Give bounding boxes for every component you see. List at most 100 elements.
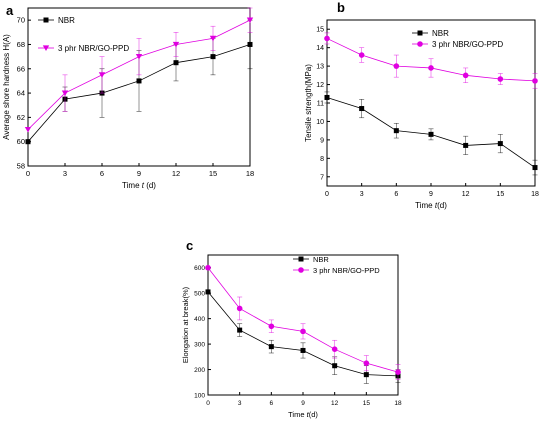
y-tick-label: 100 xyxy=(194,393,205,400)
data-point xyxy=(300,347,306,353)
legend-label: NBR xyxy=(432,29,449,38)
x-tick-label: 12 xyxy=(331,400,339,407)
y-tick-label: 68 xyxy=(17,40,25,49)
x-tick-label: 18 xyxy=(531,191,539,198)
series-go-ppd xyxy=(24,7,254,133)
series-nbr xyxy=(205,289,401,384)
legend-entry: NBR xyxy=(38,16,75,25)
data-point xyxy=(25,139,31,145)
data-point xyxy=(363,372,369,378)
y-tick-label: 7 xyxy=(320,174,324,181)
legend-entry: 3 phr NBR/GO-PPD xyxy=(293,266,380,275)
x-tick-label: 0 xyxy=(26,169,30,178)
plot-frame xyxy=(326,19,536,187)
data-point xyxy=(172,41,180,48)
x-axis-label: Time t(d) xyxy=(288,410,318,419)
x-tick-label: 18 xyxy=(246,169,254,178)
data-point xyxy=(331,346,338,352)
data-point xyxy=(136,78,142,84)
data-point xyxy=(532,165,538,171)
x-tick-label: 15 xyxy=(496,191,504,198)
data-point xyxy=(205,289,211,295)
y-tick-label: 200 xyxy=(194,367,205,374)
data-point xyxy=(61,90,69,97)
x-tick-label: 6 xyxy=(100,169,104,178)
x-axis-label-prefix: Time xyxy=(415,201,435,210)
x-axis-label: Time t(d) xyxy=(415,201,447,210)
legend-label: 3 phr NBR/GO-PPD xyxy=(313,266,380,275)
data-point xyxy=(98,72,106,78)
x-tick-label: 0 xyxy=(206,400,210,407)
y-tick-label: 8 xyxy=(320,156,324,163)
x-tick-label: 15 xyxy=(209,169,217,178)
data-point xyxy=(209,35,217,42)
x-tick-label: 12 xyxy=(172,169,180,178)
y-tick-label: 13 xyxy=(316,64,324,71)
data-point xyxy=(497,141,503,147)
series-go-ppd xyxy=(205,264,401,381)
y-axis-label: Average shore hardness H(A) xyxy=(2,34,11,140)
data-point xyxy=(268,323,275,330)
x-axis-label: Time t (d) xyxy=(122,181,156,190)
legend-label: NBR xyxy=(58,16,75,25)
x-tick-label: 0 xyxy=(325,191,329,198)
data-point xyxy=(173,60,179,66)
y-tick-label: 64 xyxy=(17,89,25,98)
x-tick-label: 9 xyxy=(301,400,305,407)
data-point xyxy=(332,363,338,369)
data-point xyxy=(324,35,330,42)
chart-panel-b: b 0 3 6 9 12 15 18 7 8 9 10 11 12 13 14 15 Time t(d) Tensi… xyxy=(304,0,539,210)
series-go-ppd xyxy=(324,32,538,89)
data-point xyxy=(428,131,434,137)
data-point xyxy=(393,63,400,69)
legend-marker xyxy=(417,41,423,47)
x-axis-label-unit: (d) xyxy=(144,181,156,190)
x-axis-label-unit: (d) xyxy=(309,410,319,419)
chart-panel-c: c 0 3 6 9 12 15 18 100 200 300 400 500 600 Time t(d) El… xyxy=(181,238,402,419)
x-tick-label: 18 xyxy=(394,400,402,407)
data-point xyxy=(462,72,469,79)
data-point xyxy=(246,17,254,24)
y-tick-label: 400 xyxy=(194,316,205,323)
data-point xyxy=(247,41,253,47)
legend-label: 3 phr NBR/GO-PPD xyxy=(58,44,129,53)
y-tick-label: 300 xyxy=(194,342,205,349)
legend-entry: 3 phr NBR/GO-PPD xyxy=(412,40,503,49)
y-axis-label: Tensile strength(MPa) xyxy=(304,64,313,142)
x-tick-label: 9 xyxy=(429,191,433,198)
legend-entry: 3 phr NBR/GO-PPD xyxy=(38,44,129,53)
legend-entry: NBR xyxy=(293,255,329,264)
x-tick-label: 9 xyxy=(137,169,141,178)
data-point xyxy=(393,128,399,134)
x-tick-label: 3 xyxy=(63,169,67,178)
data-point xyxy=(268,344,274,350)
legend-marker xyxy=(298,267,304,273)
data-point xyxy=(363,360,370,366)
y-tick-label: 62 xyxy=(17,113,25,122)
legend-marker xyxy=(298,256,304,262)
y-tick-label: 9 xyxy=(320,137,324,144)
data-point xyxy=(428,65,434,71)
y-tick-label: 10 xyxy=(316,119,324,126)
x-tick-label: 12 xyxy=(462,191,470,198)
data-point xyxy=(395,369,401,375)
x-axis-label-prefix: Time xyxy=(122,181,142,190)
chart-panel-a: a 0 3 6 9 12 15 18 58 60 62 64 66 68 70 Time t (d) Avera… xyxy=(2,3,254,190)
x-tick-label: 3 xyxy=(238,400,242,407)
data-point xyxy=(324,94,330,100)
x-tick-label: 6 xyxy=(270,400,274,407)
data-point xyxy=(300,328,306,335)
y-tick-label: 60 xyxy=(17,137,25,146)
y-tick-label: 15 xyxy=(316,27,324,34)
panel-label: b xyxy=(337,0,345,15)
y-tick-label: 11 xyxy=(317,101,324,108)
y-axis-label: Elongation at break(%) xyxy=(181,286,190,363)
data-point xyxy=(358,52,365,58)
x-axis-label-variable: t xyxy=(142,181,145,190)
data-point xyxy=(24,126,32,133)
legend-label: 3 phr NBR/GO-PPD xyxy=(432,40,503,49)
y-tick-label: 14 xyxy=(316,45,324,52)
panel-label: c xyxy=(186,238,193,253)
x-axis-label-prefix: Time xyxy=(288,410,306,419)
y-tick-label: 12 xyxy=(316,82,324,89)
